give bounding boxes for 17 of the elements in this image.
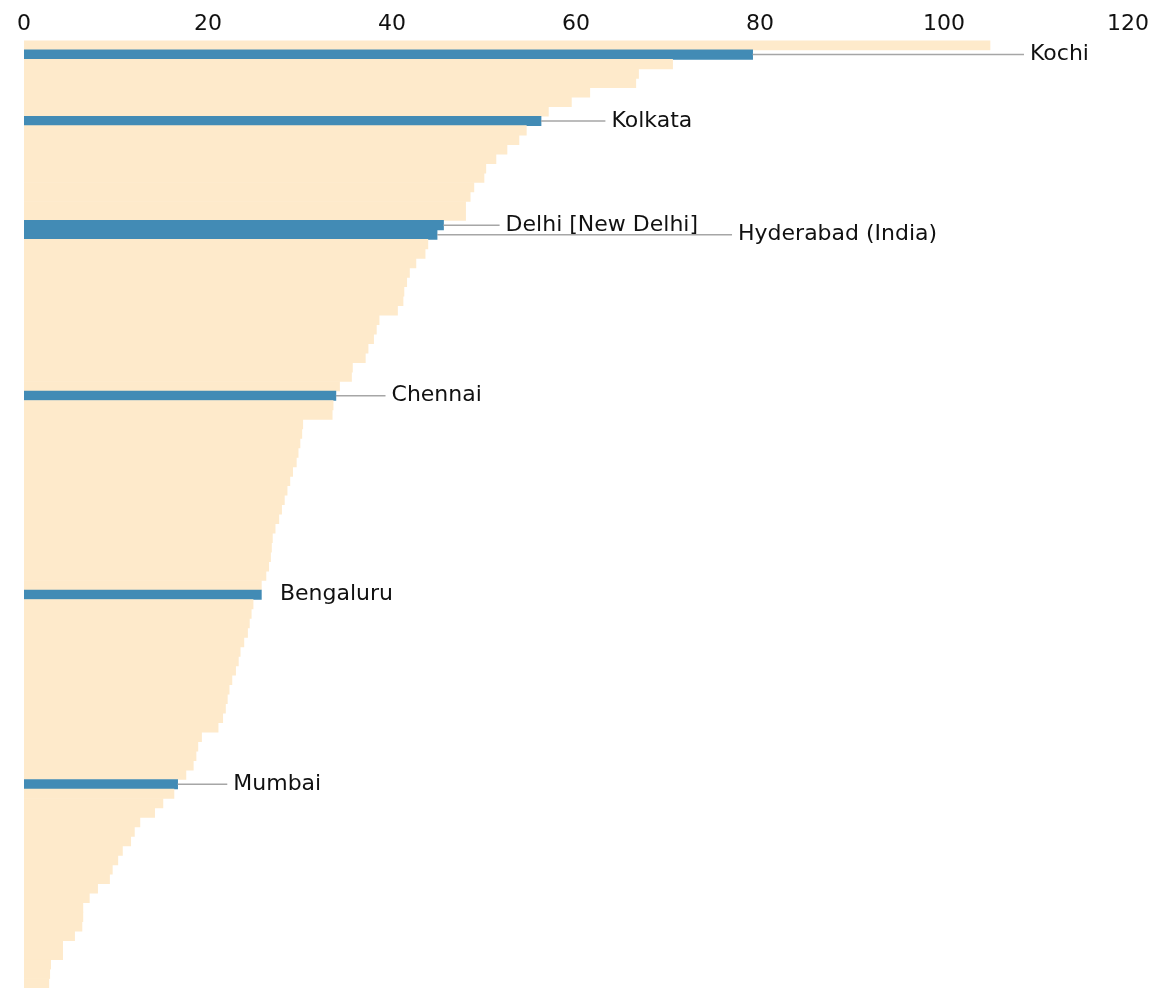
bar — [24, 779, 178, 790]
y-tick-label: Kochi — [1030, 40, 1089, 66]
bar — [24, 40, 991, 51]
x-tick-label: 40 — [378, 9, 406, 35]
x-tick-label: 100 — [923, 9, 965, 35]
y-tick-label: Chennai — [391, 381, 482, 407]
y-tick-label: Hyderabad (India) — [738, 220, 938, 246]
x-tick-label: 20 — [194, 9, 222, 35]
y-tick-label: Mumbai — [233, 769, 322, 795]
x-tick-label: 0 — [17, 9, 31, 35]
y-tick-label: Bengaluru — [279, 580, 394, 606]
y-tick-label: Kolkata — [611, 106, 693, 132]
x-tick-label: 80 — [746, 9, 774, 35]
bar — [24, 49, 753, 60]
x-tick-label: 60 — [562, 9, 590, 35]
y-tick-label: Delhi [New Delhi] — [505, 210, 699, 236]
x-tick-label: 120 — [1107, 9, 1149, 35]
